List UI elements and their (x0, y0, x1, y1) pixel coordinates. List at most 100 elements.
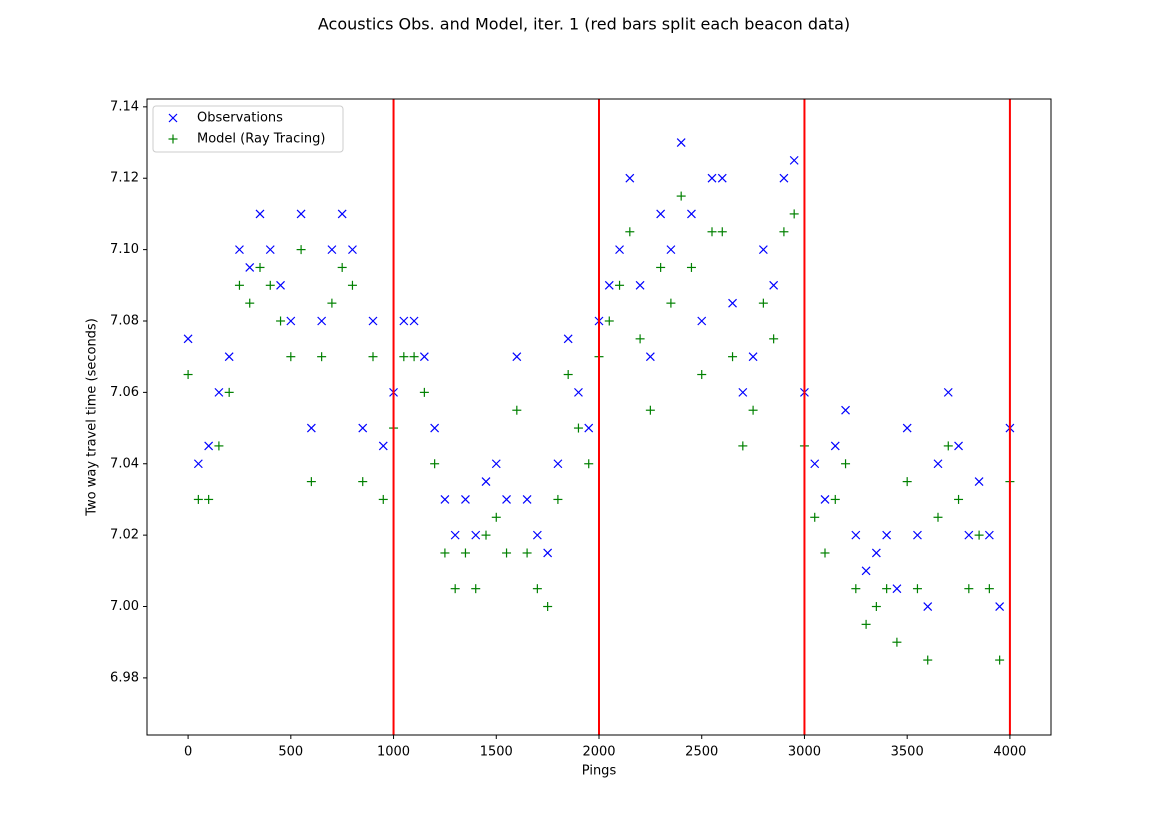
data-point (573, 423, 583, 433)
marker-stroke (656, 209, 666, 219)
data-point (984, 530, 994, 540)
data-point (687, 209, 696, 219)
data-point (810, 512, 820, 522)
data-point (368, 316, 378, 326)
data-point (738, 441, 748, 451)
marker-stroke (235, 245, 244, 255)
marker-stroke (348, 245, 357, 255)
data-point (666, 245, 676, 255)
marker-stroke (337, 209, 347, 219)
data-point (995, 655, 1005, 665)
data-point (964, 584, 974, 594)
data-point (635, 280, 645, 290)
data-point (204, 494, 214, 504)
marker-stroke (368, 316, 378, 326)
data-point (676, 191, 686, 201)
data-point (214, 387, 224, 397)
y-tick-label: 7.12 (110, 171, 139, 186)
data-point (306, 423, 316, 433)
data-point (707, 173, 717, 183)
y-tick-label: 7.06 (110, 385, 139, 400)
marker-stroke (974, 477, 984, 487)
data-point (779, 227, 789, 237)
data-point (193, 459, 203, 469)
legend-marker (168, 134, 178, 144)
data-point (450, 584, 460, 594)
data-point (532, 584, 542, 594)
data-point (296, 245, 306, 255)
x-tick-label: 1500 (480, 745, 513, 760)
legend-marker (168, 113, 178, 123)
data-point (758, 298, 768, 308)
marker-stroke (635, 280, 645, 290)
data-point (871, 602, 881, 612)
data-point (625, 173, 635, 183)
marker-stroke (789, 155, 799, 165)
marker-stroke (954, 441, 963, 451)
data-point (779, 173, 789, 183)
y-tick-label: 7.08 (110, 313, 139, 328)
data-point (943, 441, 953, 451)
y-tick-label: 7.02 (110, 528, 139, 543)
data-point (686, 262, 696, 272)
data-point (995, 602, 1005, 611)
data-point (851, 584, 861, 594)
data-point (276, 280, 285, 290)
data-point (604, 280, 614, 290)
marker-stroke (687, 209, 696, 219)
data-point (224, 387, 234, 397)
marker-stroke (512, 352, 522, 362)
data-point (717, 227, 727, 237)
data-point (717, 173, 727, 183)
data-point (461, 495, 470, 504)
data-point (882, 530, 892, 540)
x-tick-label: 3000 (788, 745, 821, 760)
x-tick-label: 2500 (685, 745, 718, 760)
data-point (841, 405, 850, 415)
data-point (974, 530, 984, 540)
data-point (347, 280, 357, 290)
data-point (697, 316, 707, 326)
marker-stroke (502, 495, 511, 504)
data-point (491, 512, 501, 522)
data-point (625, 227, 635, 237)
marker-stroke (943, 387, 953, 397)
data-point (337, 262, 347, 272)
data-point (769, 334, 779, 344)
data-point (769, 280, 779, 290)
marker-stroke (193, 459, 203, 469)
marker-stroke (769, 280, 779, 290)
marker-stroke (861, 566, 871, 576)
x-tick-label: 0 (184, 745, 192, 760)
marker-stroke (168, 113, 178, 123)
data-point (337, 209, 347, 219)
marker-stroke (481, 477, 491, 487)
data-point (830, 441, 840, 451)
marker-stroke (276, 280, 285, 290)
data-point (913, 530, 922, 540)
marker-stroke (306, 423, 316, 433)
marker-stroke (450, 530, 460, 540)
data-point (697, 370, 707, 380)
data-point (409, 352, 419, 362)
marker-stroke (871, 548, 881, 558)
data-point (512, 352, 522, 362)
data-point (738, 387, 748, 397)
marker-stroke (995, 602, 1005, 611)
y-tick-label: 7.04 (110, 456, 139, 471)
data-point (296, 209, 306, 219)
marker-stroke (738, 387, 748, 397)
data-point (748, 405, 758, 415)
marker-stroke (779, 173, 789, 183)
x-tick-label: 1000 (377, 745, 410, 760)
data-point (830, 494, 840, 504)
data-point (430, 423, 440, 433)
data-point (204, 441, 214, 451)
data-point (491, 459, 501, 469)
marker-stroke (697, 316, 707, 326)
data-point (615, 280, 625, 290)
data-point (378, 494, 388, 504)
data-point (841, 459, 851, 469)
data-point (378, 441, 388, 451)
